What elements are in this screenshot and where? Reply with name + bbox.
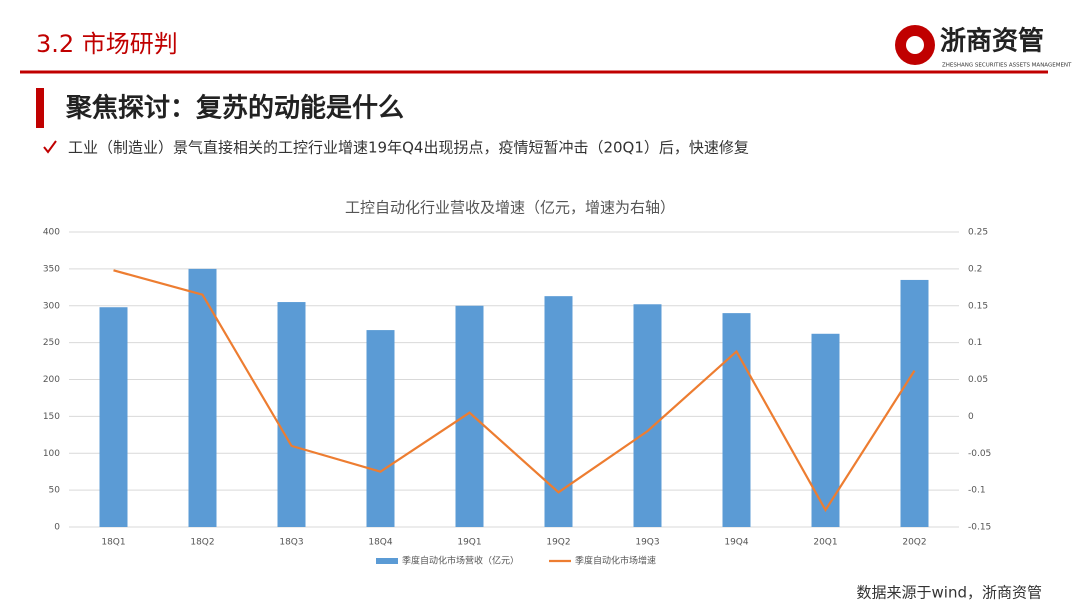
bullet-text: 工业（制造业）景气直接相关的工控行业增速19年Q4出现拐点，疫情短暂冲击（20Q… bbox=[68, 139, 749, 157]
bar bbox=[811, 333, 840, 527]
y-tick-label: 0 bbox=[54, 523, 60, 533]
source-note: 数据来源于wind，浙商资管 bbox=[857, 584, 1042, 602]
x-tick-label: 18Q4 bbox=[368, 538, 393, 548]
bar bbox=[722, 313, 751, 527]
x-tick-label: 18Q3 bbox=[279, 538, 303, 548]
y2-tick-label: -0.1 bbox=[968, 486, 986, 496]
y2-tick-label: 0.25 bbox=[968, 228, 988, 238]
logo-icon-inner bbox=[906, 36, 924, 54]
y2-tick-label: -0.15 bbox=[968, 523, 991, 533]
x-tick-label: 18Q2 bbox=[190, 538, 214, 548]
y2-tick-label: 0.1 bbox=[968, 338, 982, 348]
y2-tick-label: -0.05 bbox=[968, 449, 991, 459]
line bbox=[113, 269, 916, 513]
y2-tick-label: 0 bbox=[968, 412, 974, 422]
y2-tick-label: 0.05 bbox=[968, 375, 988, 385]
y2-tick-label: 0.2 bbox=[968, 264, 982, 274]
x-tick-label: 19Q3 bbox=[635, 538, 659, 548]
section-title: 3.2 市场研判 bbox=[36, 30, 178, 58]
bar bbox=[544, 296, 573, 527]
y-tick-label: 350 bbox=[43, 264, 60, 274]
y-tick-label: 100 bbox=[43, 449, 60, 459]
y-tick-label: 300 bbox=[43, 301, 60, 311]
bar bbox=[366, 330, 395, 527]
heading-bar bbox=[36, 88, 44, 128]
logo-text: 浙商资管 bbox=[940, 26, 1044, 57]
y-tick-label: 50 bbox=[49, 486, 61, 496]
chart-title: 工控自动化行业营收及增速（亿元，增速为右轴） bbox=[345, 199, 675, 217]
bar bbox=[900, 279, 929, 527]
bar bbox=[99, 307, 128, 527]
y2-tick-label: 0.15 bbox=[968, 301, 988, 311]
legend-label: 季度自动化市场增速 bbox=[575, 555, 656, 567]
bar bbox=[455, 305, 484, 527]
check-icon bbox=[43, 140, 57, 154]
bar bbox=[188, 268, 217, 527]
logo-subtext: ZHESHANG SECURITIES ASSETS MANAGEMENT bbox=[942, 63, 1072, 69]
x-tick-label: 19Q4 bbox=[724, 538, 749, 548]
x-tick-label: 20Q2 bbox=[902, 538, 926, 548]
y-tick-label: 400 bbox=[43, 228, 60, 238]
bar bbox=[277, 302, 306, 527]
legend-swatch bbox=[376, 558, 398, 564]
heading: 聚焦探讨：复苏的动能是什么 bbox=[65, 93, 404, 124]
x-tick-label: 18Q1 bbox=[101, 538, 125, 548]
y-tick-label: 150 bbox=[43, 412, 60, 422]
y-tick-label: 200 bbox=[43, 375, 60, 385]
x-tick-label: 19Q1 bbox=[457, 538, 481, 548]
bar bbox=[633, 304, 662, 527]
x-tick-label: 20Q1 bbox=[813, 538, 837, 548]
y-tick-label: 250 bbox=[43, 338, 60, 348]
x-tick-label: 19Q2 bbox=[546, 538, 570, 548]
plot: 0 50 100 150 200 250 300 350 400 -0.15 -0.1 -0.05 0 0… bbox=[43, 228, 991, 567]
legend-label: 季度自动化市场营收（亿元） bbox=[402, 555, 519, 567]
